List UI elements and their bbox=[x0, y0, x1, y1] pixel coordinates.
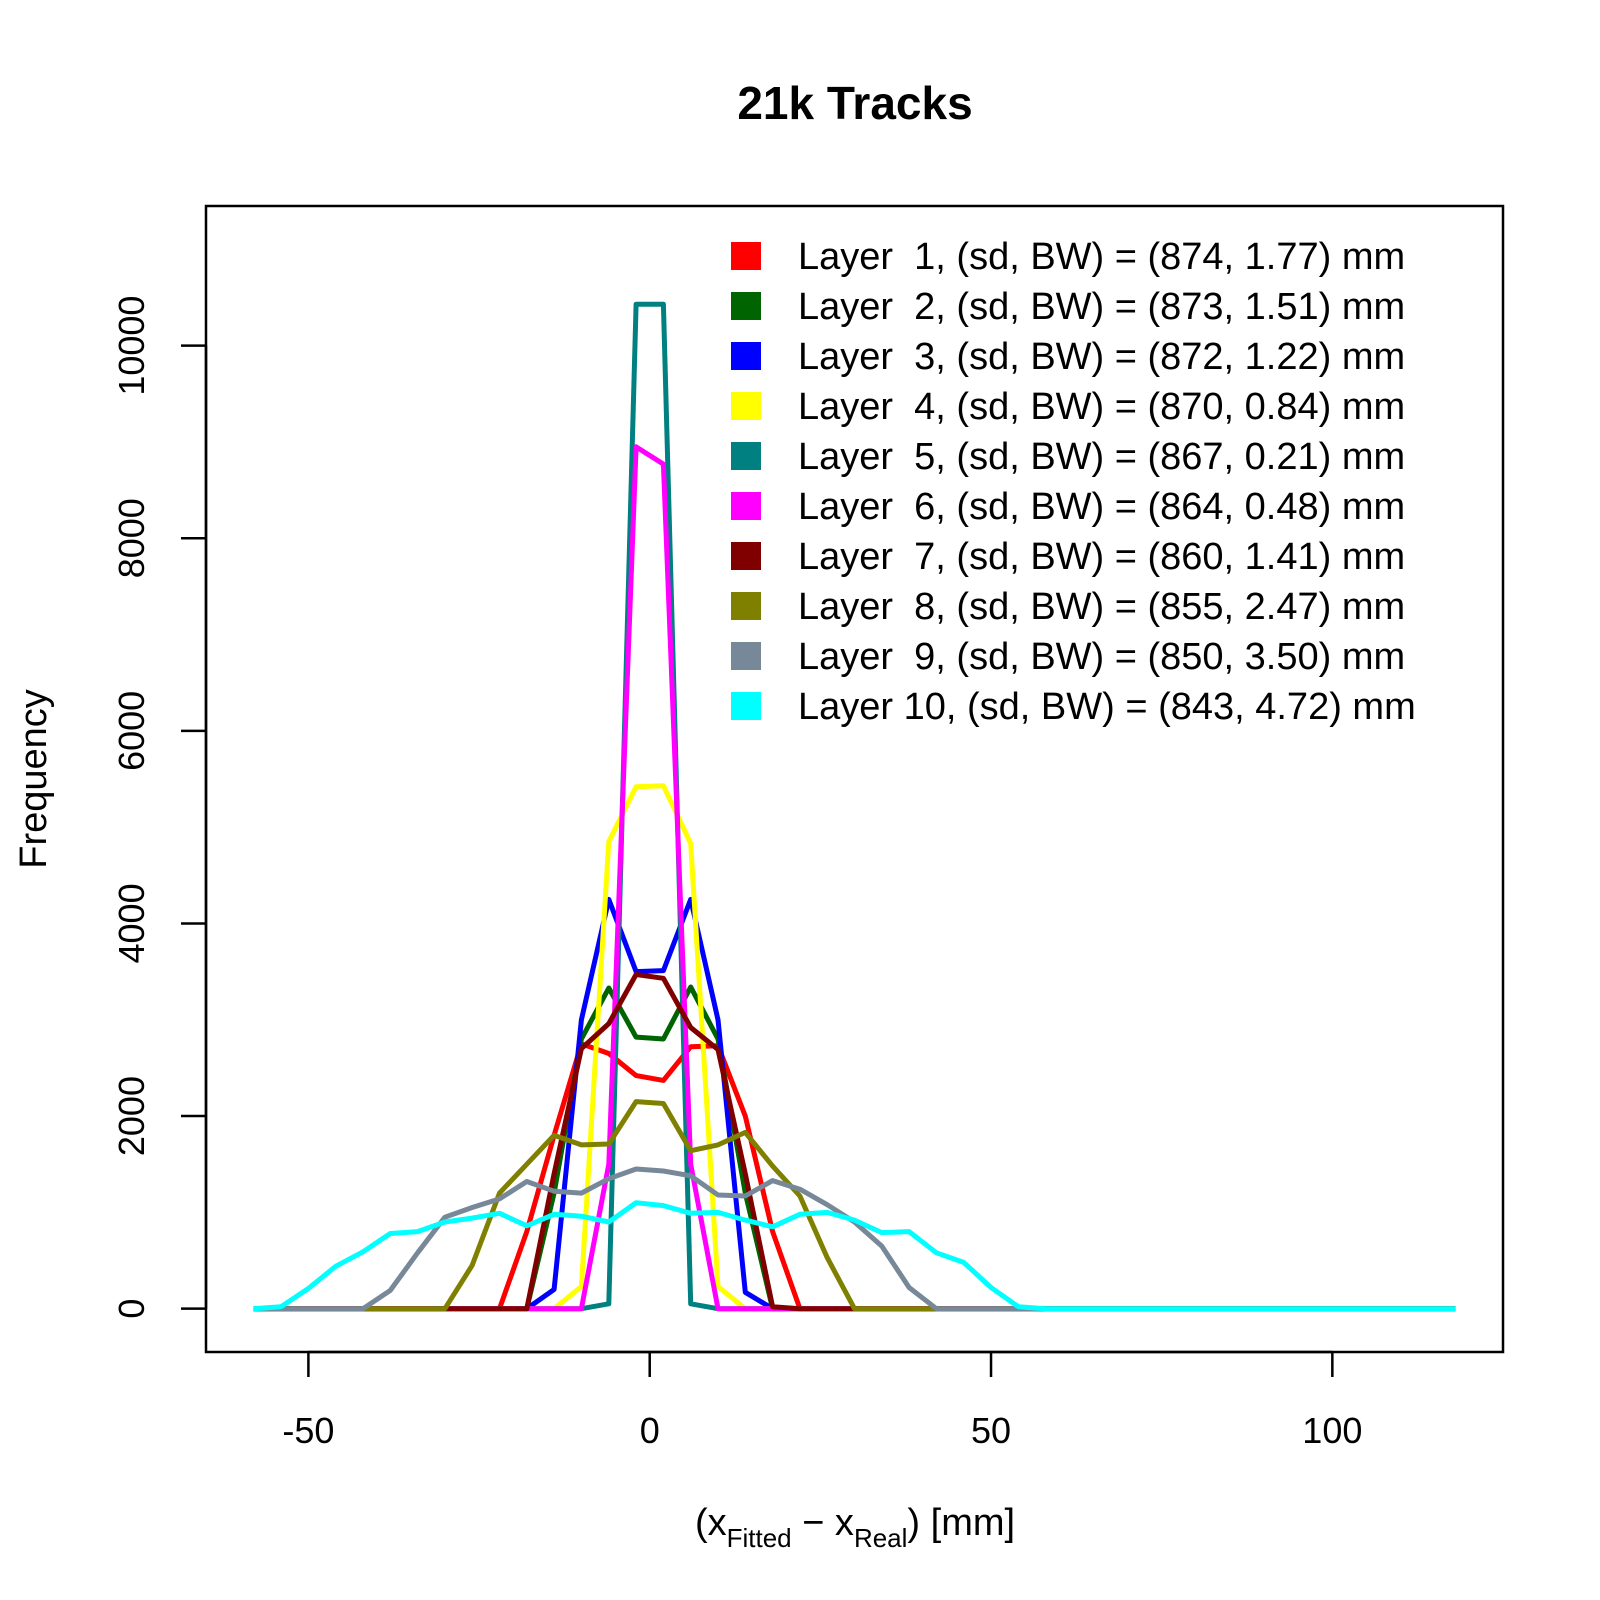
y-axis-label: Frequency bbox=[13, 689, 55, 869]
legend-swatch bbox=[731, 242, 761, 270]
x-label-sub-fitted: Fitted bbox=[727, 1523, 792, 1553]
legend-label: Layer 7, (sd, BW) = (860, 1.41) mm bbox=[798, 536, 1405, 578]
x-tick-label: 50 bbox=[971, 1410, 1011, 1451]
y-tick-label: 4000 bbox=[111, 883, 152, 963]
legend-label: Layer 10, (sd, BW) = (843, 4.72) mm bbox=[798, 686, 1416, 728]
x-tick-label: 0 bbox=[640, 1410, 660, 1451]
y-tick-label: 0 bbox=[111, 1299, 152, 1319]
legend-label: Layer 2, (sd, BW) = (873, 1.51) mm bbox=[798, 286, 1405, 328]
legend-swatch bbox=[731, 442, 761, 470]
legend-label: Layer 5, (sd, BW) = (867, 0.21) mm bbox=[798, 436, 1405, 478]
x-label-sub-real: Real bbox=[854, 1523, 907, 1553]
series-line-layer-1 bbox=[253, 1041, 1456, 1312]
legend-label: Layer 8, (sd, BW) = (855, 2.47) mm bbox=[798, 586, 1405, 628]
legend-swatch bbox=[731, 592, 761, 620]
series-line-layer-6 bbox=[253, 444, 1456, 1312]
series-line-layer-7 bbox=[253, 972, 1456, 1312]
x-label-open: (x bbox=[695, 1502, 727, 1544]
y-tick-label: 6000 bbox=[111, 691, 152, 771]
legend-swatch bbox=[731, 292, 761, 320]
series-lines bbox=[253, 301, 1456, 1312]
chart-title: 21k Tracks bbox=[737, 77, 972, 129]
legend-swatch bbox=[731, 692, 761, 720]
y-tick-label: 2000 bbox=[111, 1076, 152, 1156]
x-tick-label: 100 bbox=[1302, 1410, 1362, 1451]
y-axis: 0 2000 4000 6000 8000 10000 bbox=[111, 296, 208, 1319]
legend-label: Layer 6, (sd, BW) = (864, 0.48) mm bbox=[798, 486, 1405, 528]
x-axis: -50 0 50 100 bbox=[282, 1350, 1362, 1451]
legend-label: Layer 4, (sd, BW) = (870, 0.84) mm bbox=[798, 386, 1405, 428]
series-line-layer-5 bbox=[253, 301, 1456, 1312]
legend-swatch bbox=[731, 342, 761, 370]
series-line-layer-8 bbox=[253, 1099, 1456, 1312]
legend-label: Layer 1, (sd, BW) = (874, 1.77) mm bbox=[798, 236, 1405, 278]
x-label-minus: − x bbox=[792, 1502, 854, 1544]
series-line-layer-4 bbox=[253, 783, 1456, 1312]
x-axis-label: (xFitted − xReal) [mm] bbox=[695, 1502, 1015, 1553]
series-line-layer-10 bbox=[253, 1200, 1456, 1312]
y-tick-label: 8000 bbox=[111, 498, 152, 578]
legend-label: Layer 9, (sd, BW) = (850, 3.50) mm bbox=[798, 636, 1405, 678]
series-line-layer-2 bbox=[253, 984, 1456, 1312]
series-line-layer-9 bbox=[253, 1166, 1456, 1312]
legend-swatch bbox=[731, 392, 761, 420]
legend-label: Layer 3, (sd, BW) = (872, 1.22) mm bbox=[798, 336, 1405, 378]
x-label-close: ) [mm] bbox=[907, 1502, 1015, 1544]
legend-swatch bbox=[731, 492, 761, 520]
series-line-layer-3 bbox=[253, 896, 1456, 1312]
x-tick-label: -50 bbox=[282, 1410, 334, 1451]
y-tick-label: 10000 bbox=[111, 296, 152, 396]
legend-swatch bbox=[731, 642, 761, 670]
legend: Layer 1, (sd, BW) = (874, 1.77) mm Layer … bbox=[731, 236, 1416, 728]
legend-swatch bbox=[731, 542, 761, 570]
